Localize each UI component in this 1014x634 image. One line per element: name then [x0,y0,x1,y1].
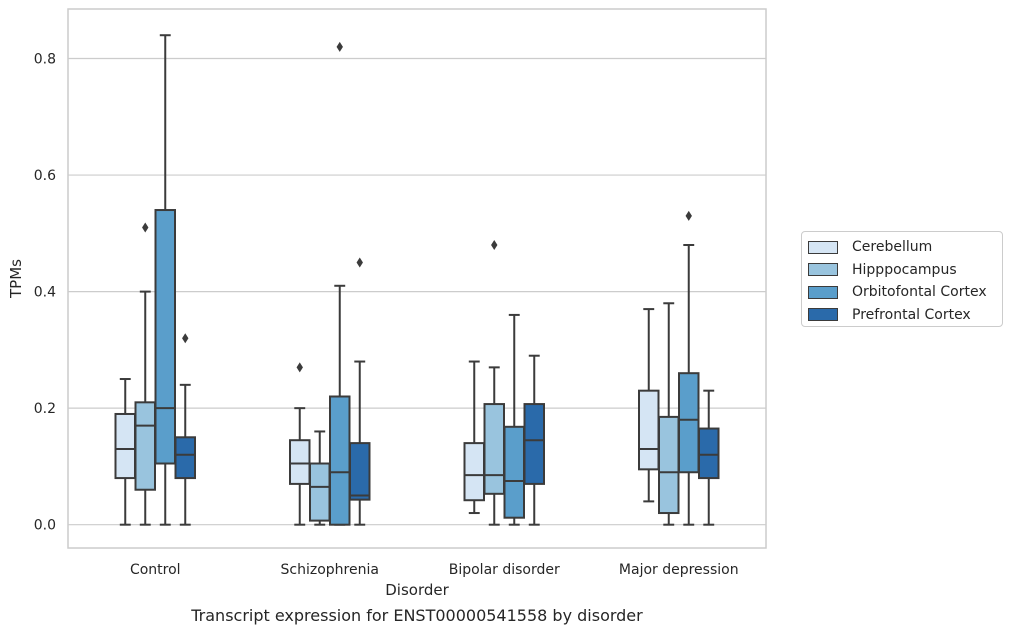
box-iqr [503,425,525,519]
box-bipolar-disorder-orbitofontal-cortex [503,313,525,526]
legend-label-cerebellum: Cerebellum [852,239,933,256]
y-tick-label-1: 0.2 [34,401,56,417]
y-tick-label-4: 0.8 [34,52,56,68]
box-major-depression-orbitofontal-cortex [678,210,700,526]
box-iqr [174,436,196,480]
box-iqr [658,415,680,515]
x-tick-label-major-depression: Major depression [619,562,739,578]
box-bipolar-disorder-hipppocampus [483,239,505,526]
figure-caption: Transcript expression for ENST0000054155… [191,606,643,625]
box-schizophrenia-hipppocampus [309,430,331,526]
y-axis-label: TPMs [7,259,25,299]
box-iqr [114,412,136,480]
outlier-point-0 [182,333,189,344]
box-control-cerebellum [114,378,136,526]
legend-label-hippocampus: Hipppocampus [852,261,957,278]
y-tick-label-0: 0.0 [34,518,56,534]
box-series [114,34,720,526]
legend-swatch-prefrontal-cortex [808,308,838,322]
box-control-orbitofontal-cortex [154,34,176,526]
legend-item-cerebellum: Cerebellum [808,236,1002,259]
x-axis-label: Disorder [385,581,449,599]
box-schizophrenia-prefrontal-cortex [349,257,371,526]
box-iqr [463,442,485,502]
box-control-prefrontal-cortex [174,333,196,526]
box-major-depression-prefrontal-cortex [698,389,720,526]
box-major-depression-cerebellum [638,308,660,503]
box-iqr [134,401,156,491]
outlier-point-0 [491,239,498,250]
outlier-point-0 [356,257,363,268]
box-iqr [289,439,311,485]
box-iqr [483,403,505,495]
box-control-hipppocampus [134,222,156,526]
legend-swatch-cerebellum [808,240,838,254]
box-iqr [349,442,371,501]
y-tick-label-3: 0.6 [34,168,56,184]
legend-item-prefrontal-cortex: Prefrontal Cortex [808,304,1002,327]
x-tick-label-control: Control [130,562,181,578]
chart-legend: Cerebellum Hipppocampus Orbitofontal Cor… [801,231,1003,327]
box-iqr [523,403,545,485]
legend-label-prefrontal-cortex: Prefrontal Cortex [852,306,971,323]
outlier-point-0 [336,41,343,52]
box-iqr [698,427,720,480]
box-iqr [329,395,351,526]
x-tick-label-bipolar-disorder: Bipolar disorder [449,562,560,578]
legend-item-orbitofrontal-cortex: Orbitofontal Cortex [808,281,1002,304]
box-bipolar-disorder-prefrontal-cortex [523,354,545,526]
box-schizophrenia-orbitofontal-cortex [329,41,351,526]
x-tick-labels: Control Schizophrenia Bipolar disorder Majo… [130,562,739,578]
legend-swatch-orbitofrontal-cortex [808,285,838,299]
box-iqr [638,389,660,471]
outlier-point-0 [685,210,692,221]
y-tick-label-2: 0.4 [34,285,56,301]
legend-item-hippocampus: Hipppocampus [808,259,1002,282]
box-schizophrenia-cerebellum [289,362,311,526]
box-major-depression-hipppocampus [658,302,680,526]
box-iqr [309,462,331,522]
outlier-point-0 [142,222,149,233]
legend-swatch-hippocampus [808,263,838,277]
x-tick-label-schizophrenia: Schizophrenia [281,562,379,578]
box-iqr [678,372,700,474]
y-tick-labels: 0.0 0.2 0.4 0.6 0.8 [34,52,56,534]
legend-label-orbitofrontal-cortex: Orbitofontal Cortex [852,284,987,301]
outlier-point-0 [296,362,303,373]
box-bipolar-disorder-cerebellum [463,360,485,515]
box-iqr [154,209,176,465]
plot-area-frame [67,8,767,549]
